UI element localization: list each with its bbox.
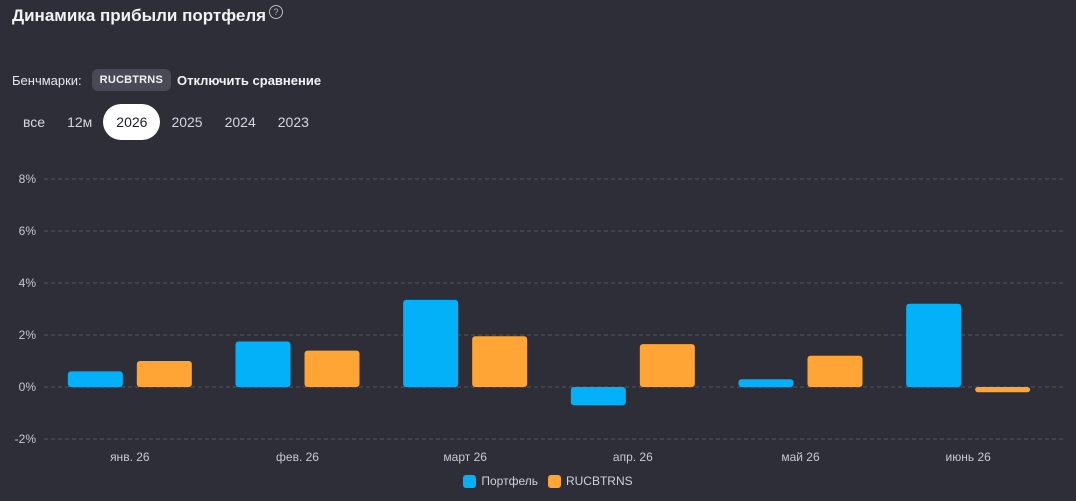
period-tab-12m[interactable]: 12м (67, 114, 93, 130)
period-tab-all[interactable]: все (23, 114, 46, 130)
x-tick-label: май 26 (781, 450, 820, 464)
bar-portfolio (67, 371, 123, 387)
title-text: Динамика прибыли портфеля (12, 6, 267, 25)
period-tabs: все 12м 2026 2025 2024 2023 (12, 104, 320, 140)
x-tick-label: янв. 26 (110, 450, 150, 464)
x-tick-label: март 26 (443, 450, 487, 464)
period-tab-2026[interactable]: 2026 (103, 104, 161, 140)
bar-portfolio (738, 379, 794, 387)
legend-swatch-benchmark (547, 474, 561, 488)
legend-swatch-portfolio (463, 474, 477, 488)
y-tick-label: -2% (15, 432, 37, 446)
bar-benchmark (136, 361, 192, 387)
x-tick-label: фев. 26 (276, 450, 319, 464)
x-tick-label: апр. 26 (613, 450, 653, 464)
bar-benchmark (304, 350, 360, 387)
page-title: Динамика прибыли портфеля ? (12, 5, 284, 26)
y-tick-label: 6% (19, 224, 37, 238)
bar-benchmark (975, 387, 1031, 393)
bar-benchmark (807, 355, 863, 387)
legend-item-portfolio[interactable]: Портфель (463, 474, 538, 488)
bar-portfolio (570, 387, 626, 406)
bar-benchmark (639, 344, 695, 387)
bar-benchmark (472, 336, 528, 387)
y-tick-label: 4% (19, 276, 37, 290)
bar-portfolio (235, 341, 291, 387)
benchmark-row: Бенчмарки: RUCBTRNS Отключить сравнение (12, 68, 321, 92)
period-tab-2023[interactable]: 2023 (277, 114, 309, 130)
bar-portfolio (403, 299, 459, 387)
benchmark-chip[interactable]: RUCBTRNS (91, 69, 171, 91)
help-icon[interactable]: ? (269, 5, 284, 19)
period-tab-2024[interactable]: 2024 (224, 114, 256, 130)
benchmark-label: Бенчмарки: (12, 72, 82, 88)
disable-comparison-button[interactable]: Отключить сравнение (177, 72, 322, 88)
y-tick-label: 0% (19, 380, 37, 394)
period-tab-2025[interactable]: 2025 (171, 114, 203, 130)
legend-label-benchmark: RUCBTRNS (565, 474, 633, 488)
bar-portfolio (906, 303, 962, 387)
y-tick-label: 2% (19, 328, 37, 342)
x-tick-label: июнь 26 (946, 450, 992, 464)
legend-item-benchmark[interactable]: RUCBTRNS (547, 474, 633, 488)
y-tick-label: 8% (19, 172, 37, 186)
chart-legend: Портфель RUCBTRNS (0, 474, 1076, 488)
legend-label-portfolio: Портфель (481, 474, 538, 488)
